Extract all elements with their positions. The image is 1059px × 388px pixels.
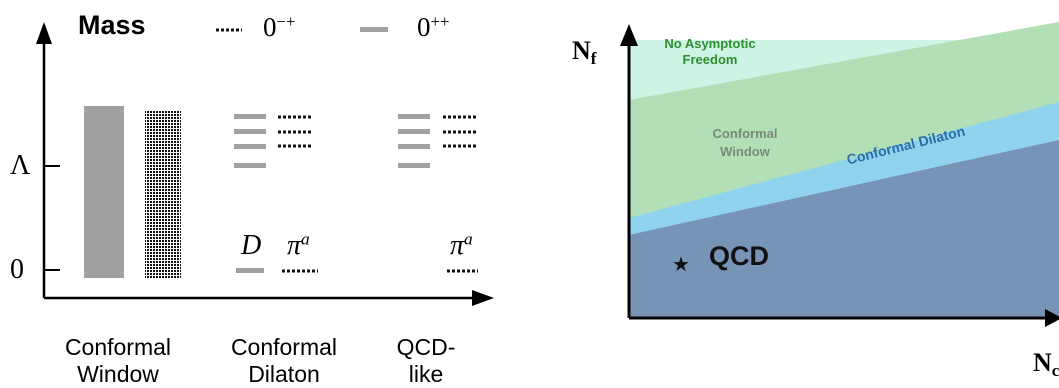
region-label-qcd: QCD	[709, 241, 769, 271]
legend-swatches	[216, 27, 388, 32]
region-label-conformal-window: Conformal Window	[712, 126, 778, 159]
nc-axis-label: Nc	[1033, 348, 1059, 380]
cw-dotted-continuum	[145, 110, 181, 278]
nf-axis-label: Nf	[572, 36, 597, 68]
qcd-gray-level	[398, 163, 430, 168]
x-label-conformal-window: Conformal Window	[64, 334, 172, 387]
region-qcd	[629, 140, 1059, 318]
mass-axis-title: Mass	[78, 10, 146, 40]
legend-scalar-label: 0++	[417, 11, 450, 42]
cd-gray-level	[234, 163, 266, 168]
qcd-gray-level	[398, 144, 430, 149]
nf-arrow-icon	[620, 24, 638, 46]
tick-label-zero: 0	[10, 254, 24, 285]
x-label-qcd-like: QCD-like	[396, 334, 456, 387]
cd-gray-level	[234, 129, 266, 134]
nc-arrow-icon	[1045, 309, 1059, 327]
cd-gray-level	[234, 144, 266, 149]
x-label-conformal-dilaton: Conformal Dilaton	[230, 334, 338, 387]
tick-label-lambda: Λ	[10, 150, 31, 181]
cd-gray-level	[234, 114, 266, 119]
qcd-column	[398, 114, 478, 273]
cw-column	[84, 106, 181, 278]
cd-column	[234, 114, 318, 273]
y-arrow-icon	[36, 22, 52, 44]
cw-gray-continuum	[84, 106, 124, 278]
x-arrow-icon	[472, 290, 494, 306]
dilaton-level	[236, 268, 264, 273]
phase-diagram	[620, 22, 1059, 327]
qcd-pion-label: πa	[450, 229, 473, 261]
left-axes	[36, 22, 494, 306]
qcd-gray-level	[398, 114, 430, 119]
cd-pion-label: πa	[287, 229, 310, 261]
legend-gray-swatch	[360, 27, 388, 32]
dilaton-label: D	[241, 230, 262, 261]
region-label-no-af: No Asymptotic Freedom	[664, 36, 756, 67]
qcd-star-icon: ★	[672, 254, 690, 276]
qcd-gray-level	[398, 129, 430, 134]
legend-pseudoscalar-label: 0−+	[263, 11, 296, 42]
